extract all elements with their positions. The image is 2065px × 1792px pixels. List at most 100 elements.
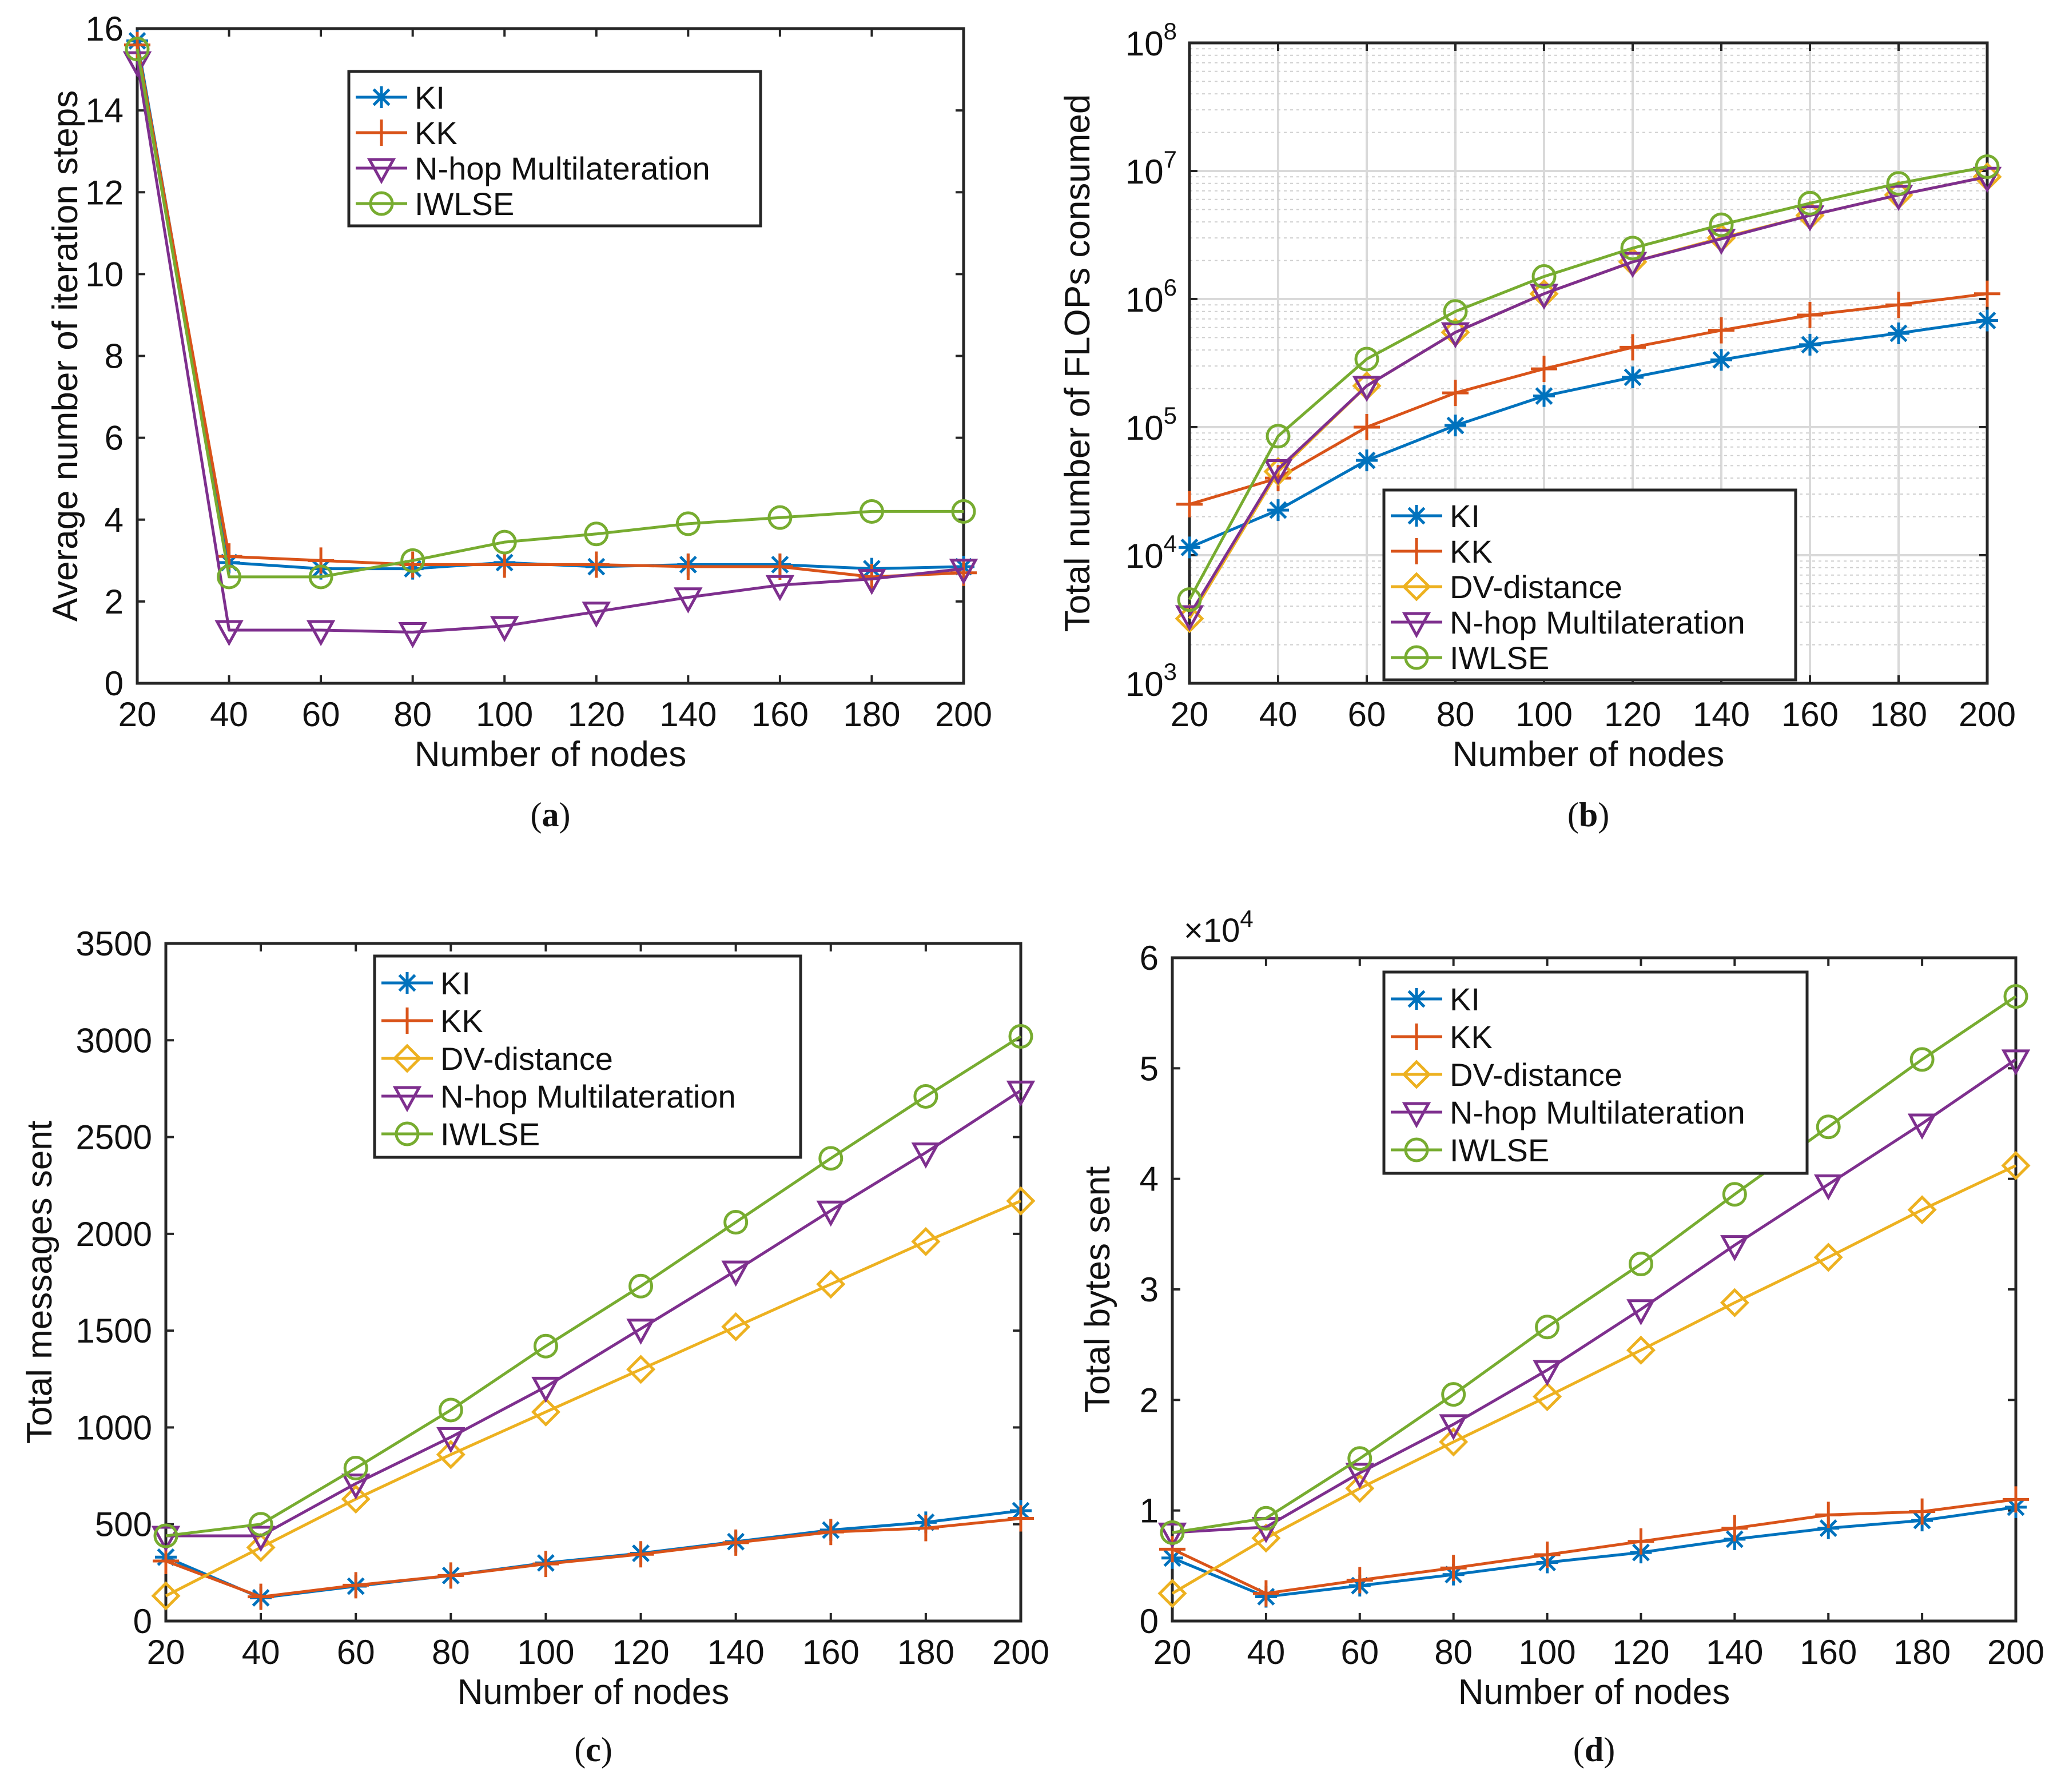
y-tick-label: 108	[1125, 18, 1177, 63]
data-point	[911, 1226, 941, 1256]
data-point	[490, 616, 519, 642]
data-point	[1440, 1555, 1467, 1582]
data-point	[1886, 171, 1911, 196]
data-point	[1345, 1474, 1375, 1503]
data-point	[341, 1484, 371, 1514]
series-line	[1172, 995, 2017, 1534]
x-tick-label: 140	[707, 1633, 765, 1671]
data-point	[1531, 356, 1557, 383]
data-point	[1267, 499, 1289, 521]
data-point	[1817, 1517, 1840, 1539]
x-tick-label: 140	[659, 695, 717, 734]
x-tick-label: 200	[992, 1633, 1049, 1671]
legend-label: KI	[415, 79, 445, 116]
data-point	[1352, 376, 1382, 402]
data-point	[308, 547, 335, 574]
y-tick-label: 6	[105, 419, 124, 457]
legend-label: IWLSE	[1450, 640, 1549, 676]
data-point	[1176, 491, 1203, 517]
y-tick-label: 4	[105, 501, 124, 539]
data-point	[1799, 333, 1821, 356]
data-point	[767, 505, 793, 530]
panel-caption: (a)	[531, 796, 571, 834]
series-n-hop-multilateration	[151, 1080, 1036, 1552]
data-point	[1531, 264, 1557, 289]
data-point	[911, 1142, 941, 1169]
y-tick-label: 1500	[76, 1312, 152, 1350]
data-point	[583, 551, 610, 578]
x-tick-label: 60	[337, 1633, 375, 1671]
x-tick-label: 80	[1434, 1633, 1473, 1671]
data-point	[2001, 1049, 2031, 1076]
x-tick-label: 200	[1987, 1633, 2044, 1671]
chart-panel-b: 20 40 60 80 100 120 140 160 180 200 103 104 105 106 10…	[1058, 18, 2016, 834]
data-point	[722, 1529, 749, 1556]
legend-marker	[1403, 1024, 1430, 1050]
chart-panel-d: 20 40 60 80 100 120 140 160 180 200 0 1 2 3 4 5 6 ×104 Num…	[1078, 905, 2044, 1769]
data-point	[627, 1541, 654, 1568]
x-tick-label: 60	[1340, 1633, 1379, 1671]
data-point	[1884, 185, 1913, 212]
data-point	[1815, 1502, 1842, 1528]
series-n-hop-multilateration	[122, 51, 978, 648]
y-tick-label: 0	[133, 1602, 152, 1640]
data-point	[1442, 380, 1469, 407]
data-point	[1533, 1360, 1562, 1387]
series-kk	[153, 1505, 1034, 1610]
panel-caption: (d)	[1573, 1731, 1615, 1769]
data-point	[151, 1526, 181, 1552]
x-tick-label: 120	[568, 695, 625, 734]
x-axis-label: Number of nodes	[457, 1672, 730, 1712]
data-point	[1006, 1186, 1036, 1216]
data-point	[818, 1146, 843, 1171]
legend-label: KK	[415, 115, 457, 151]
x-tick-label: 100	[1515, 695, 1573, 734]
legend-label: N-hop Multilateration	[415, 150, 710, 186]
x-tick-label: 80	[1437, 695, 1475, 734]
x-tick-label: 160	[1800, 1633, 1857, 1671]
data-point	[1795, 205, 1825, 232]
legend-marker	[371, 86, 392, 108]
data-point	[1972, 166, 2002, 193]
data-point	[1160, 1520, 1185, 1545]
x-tick-label: 160	[751, 695, 809, 734]
data-point	[1710, 349, 1732, 371]
series-line	[165, 1035, 1022, 1538]
axis-multiplier: ×104	[1184, 905, 1254, 949]
data-point	[436, 1440, 465, 1470]
data-point	[628, 1273, 654, 1299]
data-point	[949, 559, 978, 585]
series-n-hop-multilateration	[1175, 166, 2002, 632]
data-point	[1354, 347, 1379, 372]
data-point	[1159, 1536, 1185, 1563]
data-point	[1622, 366, 1644, 388]
x-tick-label: 180	[897, 1633, 954, 1671]
data-point	[1797, 301, 1823, 328]
legend-marker	[1402, 612, 1431, 639]
data-point	[1620, 334, 1646, 361]
data-point	[214, 620, 244, 647]
data-point	[1529, 284, 1559, 310]
data-point	[1441, 1382, 1466, 1407]
data-point	[1816, 1114, 1841, 1140]
data-point	[217, 564, 242, 590]
y-tick-label: 106	[1125, 274, 1177, 319]
series-line	[1188, 175, 1988, 616]
data-point	[153, 1523, 178, 1548]
y-tick-label: 104	[1125, 530, 1177, 575]
x-tick-label: 40	[1259, 695, 1298, 734]
series-line	[1172, 1058, 2017, 1534]
data-point	[951, 499, 976, 524]
data-point	[1439, 1414, 1468, 1441]
y-tick-label: 500	[95, 1506, 152, 1544]
series-iwlse	[125, 37, 976, 590]
panel-caption: (c)	[574, 1731, 612, 1769]
data-point	[1006, 1080, 1036, 1107]
data-point	[1618, 252, 1648, 278]
y-axis-label: Total bytes sent	[1078, 1166, 1117, 1413]
data-point	[2001, 1150, 2031, 1181]
legend-label: DV-distance	[1450, 1057, 1622, 1093]
legend-box	[347, 70, 762, 228]
